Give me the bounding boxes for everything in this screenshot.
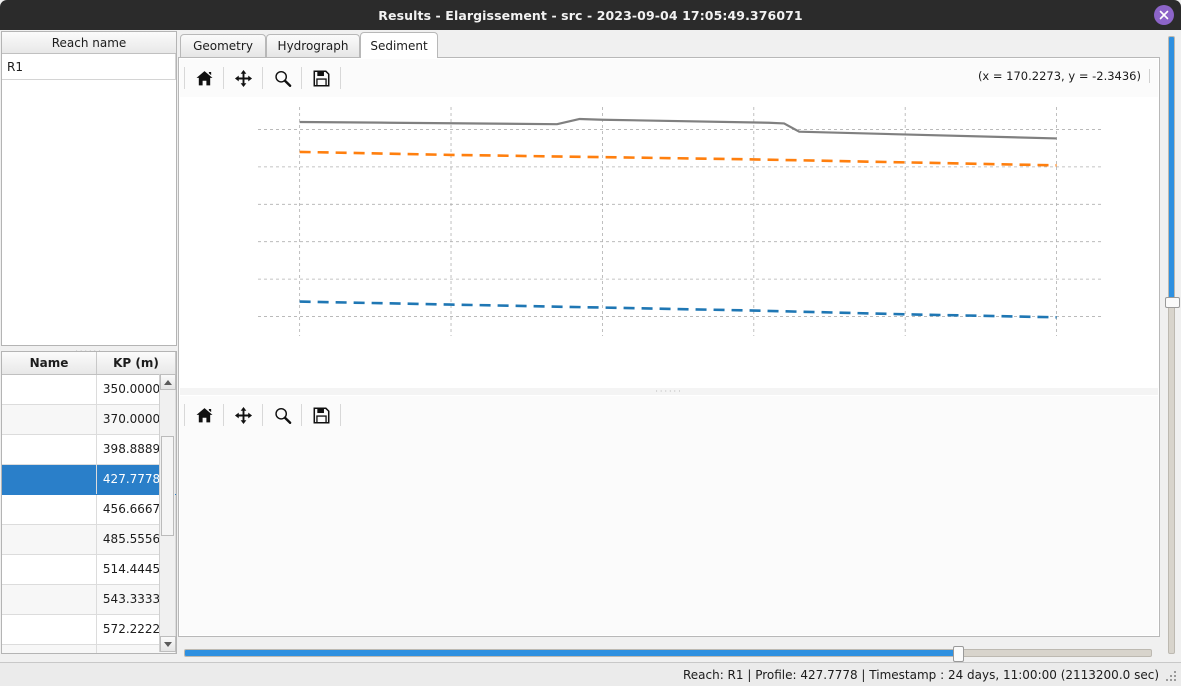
chevron-down-icon[interactable] [160, 636, 176, 652]
main-area: Geometry Hydrograph Sediment [178, 30, 1160, 662]
cell-name [2, 404, 97, 435]
timestep-slider-fill [185, 650, 958, 656]
profile-slider-handle[interactable] [1165, 296, 1180, 308]
cross-section-chart[interactable] [180, 434, 1158, 635]
table-row[interactable]: 485.5556 [2, 524, 176, 555]
pan-icon[interactable] [228, 64, 258, 92]
table-row[interactable]: 514.4445 [2, 554, 176, 585]
cell-name [2, 614, 97, 645]
top-plot-toolbar: (x = 170.2273, y = -2.3436) [180, 59, 1158, 97]
tab-sediment[interactable]: Sediment [360, 32, 438, 58]
bottom-plot-toolbar [180, 396, 1158, 434]
save-icon[interactable] [306, 64, 336, 92]
cell-name [2, 374, 97, 405]
cell-name [2, 434, 97, 465]
table-row[interactable]: 350.0000 [2, 374, 176, 405]
cell-name [2, 464, 97, 495]
pan-icon[interactable] [228, 401, 258, 429]
cell-name [2, 584, 97, 615]
tab-sediment-label: Sediment [370, 38, 428, 53]
plot-splitter[interactable]: ······ [180, 386, 1158, 396]
profile-slider-area [1160, 30, 1181, 662]
zoom-icon[interactable] [267, 401, 297, 429]
scrollbar-thumb[interactable] [161, 436, 174, 536]
status-bar: Reach: R1 | Profile: 427.7778 | Timestam… [0, 662, 1181, 686]
cell-name [2, 494, 97, 525]
table-row[interactable]: 427.7778 [2, 464, 176, 495]
cell-name [2, 644, 97, 653]
close-icon[interactable] [1154, 5, 1174, 25]
timestep-slider-handle[interactable] [952, 646, 964, 662]
home-icon[interactable] [189, 401, 219, 429]
profile-table: Name KP (m) 350.0000 370.0000 398.8889 427.… [2, 352, 176, 653]
status-text: Reach: R1 | Profile: 427.7778 | Timestam… [682, 667, 1159, 682]
longitudinal-profile-pane: (x = 170.2273, y = -2.3436) [180, 59, 1158, 388]
profile-table-body: 350.0000 370.0000 398.8889 427.7778 456.6667… [2, 374, 176, 653]
tab-geometry-label: Geometry [193, 39, 253, 53]
table-row[interactable]: 456.6667 [2, 494, 176, 525]
profile-slider[interactable] [1165, 36, 1180, 654]
reach-list-empty-area [2, 80, 176, 344]
reach-list-item[interactable]: R1 [2, 54, 176, 80]
tab-hydrograph-label: Hydrograph [277, 39, 349, 53]
cross-section-pane [180, 396, 1158, 635]
tab-hydrograph[interactable]: Hydrograph [266, 34, 360, 57]
top-plot-coordinates: (x = 170.2273, y = -2.3436) [978, 69, 1150, 83]
save-icon[interactable] [306, 401, 336, 429]
sediment-tab-panel: (x = 170.2273, y = -2.3436) ······ [178, 57, 1160, 637]
title-bar: Results - Elargissement - src - 2023-09-… [0, 0, 1181, 30]
chevron-up-icon[interactable] [160, 374, 176, 390]
table-row[interactable]: 398.8889 [2, 434, 176, 465]
reach-list-panel: Reach name R1 [1, 31, 177, 346]
tab-bar: Geometry Hydrograph Sediment [178, 30, 1160, 58]
reach-name-header: Reach name [2, 32, 176, 54]
longitudinal-profile-chart[interactable] [180, 97, 1158, 388]
profile-table-panel: Name KP (m) 350.0000 370.0000 398.8889 427.… [1, 351, 177, 654]
table-row[interactable]: 572.2222 [2, 614, 176, 645]
profile-table-scrollbar[interactable] [159, 374, 176, 652]
column-header-kp[interactable]: KP (m) [96, 352, 176, 375]
splitter-grip-icon: ······ [655, 386, 683, 396]
cell-name [2, 524, 97, 555]
table-header-row: Name KP (m) [2, 352, 176, 375]
column-header-name[interactable]: Name [2, 352, 97, 375]
left-panel: Reach name R1 ······ Name KP (m) 350.000… [0, 30, 178, 670]
resize-grip-icon[interactable] [1164, 669, 1178, 683]
table-row[interactable]: 601.1111 [2, 644, 176, 653]
zoom-icon[interactable] [267, 64, 297, 92]
home-icon[interactable] [189, 64, 219, 92]
window-title: Results - Elargissement - src - 2023-09-… [378, 7, 803, 23]
table-row[interactable]: 543.3333 [2, 584, 176, 615]
table-row[interactable]: 370.0000 [2, 404, 176, 435]
timestep-slider-area [178, 640, 1160, 662]
profile-slider-fill [1169, 37, 1174, 302]
cell-name [2, 554, 97, 585]
tab-geometry[interactable]: Geometry [180, 34, 266, 57]
timestep-slider[interactable] [184, 646, 1152, 662]
